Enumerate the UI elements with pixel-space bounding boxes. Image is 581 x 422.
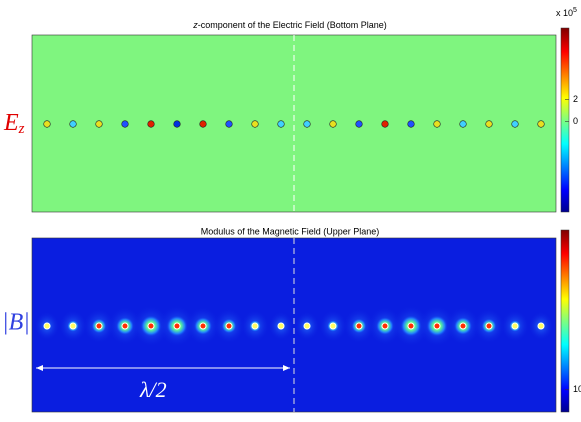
source (329, 120, 337, 128)
exponent-power: 5 (573, 7, 577, 14)
source (355, 322, 363, 330)
b-sources (34, 305, 554, 347)
source (329, 322, 337, 330)
source (225, 120, 233, 128)
colorbar-tick-label: 2 (573, 94, 578, 104)
source (147, 322, 155, 330)
panel-title: z-component of the Electric Field (Botto… (192, 20, 387, 30)
source (43, 120, 51, 128)
side-label-main: E (3, 110, 19, 136)
source (355, 120, 363, 128)
source (407, 322, 415, 330)
source (43, 322, 51, 330)
title-text: -component of the Electric Field (Bottom… (198, 20, 387, 30)
source (69, 120, 77, 128)
side-label: Ez (3, 110, 25, 138)
source (381, 120, 389, 128)
source (95, 120, 103, 128)
exponent-base: x 10 (556, 8, 573, 18)
source (251, 120, 259, 128)
source (199, 322, 207, 330)
source (173, 120, 181, 128)
source (381, 322, 389, 330)
source (485, 322, 493, 330)
source (303, 120, 311, 128)
source (537, 322, 545, 330)
source (147, 120, 155, 128)
source (511, 322, 519, 330)
wavelength-arrow (36, 365, 290, 371)
ez-field (31, 34, 557, 213)
source (511, 120, 519, 128)
source (69, 322, 77, 330)
source (303, 322, 311, 330)
source (95, 322, 103, 330)
colorbar (560, 27, 570, 213)
source (459, 120, 467, 128)
source (433, 120, 441, 128)
colorbar-tick-label: 0 (573, 116, 578, 126)
side-label-sub: z (18, 121, 25, 137)
source (277, 322, 285, 330)
source (121, 120, 129, 128)
source (485, 120, 493, 128)
source (433, 322, 441, 330)
panel-title: Modulus of the Magnetic Field (Upper Pla… (201, 226, 380, 236)
source (121, 322, 129, 330)
ez-sources (43, 120, 545, 128)
source (199, 120, 207, 128)
source (173, 322, 181, 330)
annotation: λ/2 (139, 377, 167, 402)
title-prefix: z (192, 20, 198, 30)
colorbar-tick-label: 10 (573, 384, 581, 394)
side-label: |B| (2, 310, 30, 336)
source (407, 120, 415, 128)
source (537, 120, 545, 128)
source (277, 120, 285, 128)
source (225, 322, 233, 330)
colorbar-exponent: x 105 (556, 7, 577, 19)
source (251, 322, 259, 330)
source (459, 322, 467, 330)
colorbar (560, 229, 570, 413)
